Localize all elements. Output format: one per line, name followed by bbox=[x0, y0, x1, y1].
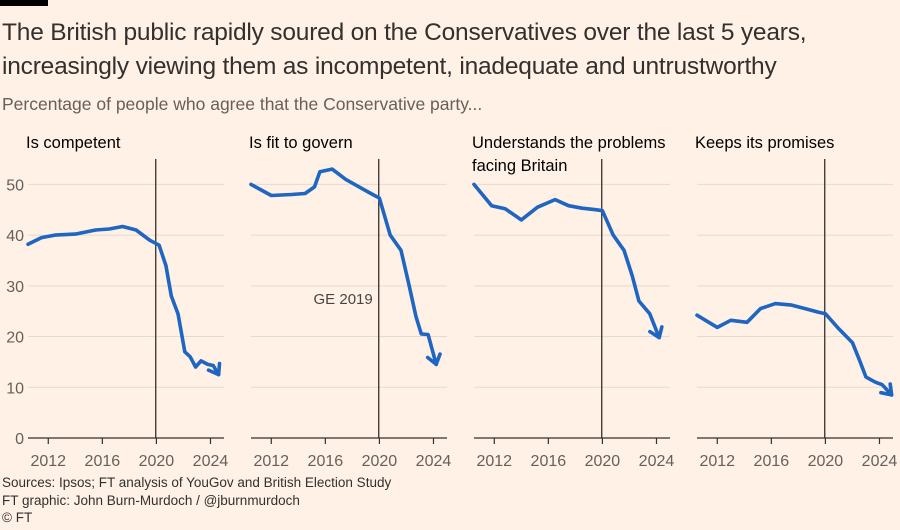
x-tick-label: 2024 bbox=[862, 453, 898, 470]
x-tick-label: 2020 bbox=[362, 453, 398, 470]
copyright-note: © FT bbox=[2, 510, 33, 525]
panel-title: Is competent bbox=[26, 134, 121, 152]
panel-title: Understands the problems bbox=[472, 134, 666, 152]
series-line bbox=[249, 167, 438, 367]
chart-title: The British public rapidly soured on the… bbox=[2, 16, 898, 84]
x-tick-label: 2012 bbox=[699, 453, 735, 470]
source-note: Sources: Ipsos; FT analysis of YouGov an… bbox=[2, 475, 392, 490]
y-tick-label: 40 bbox=[6, 228, 24, 245]
x-tick-label: 2012 bbox=[476, 453, 512, 470]
x-tick-label: 2016 bbox=[308, 453, 344, 470]
credit-note: FT graphic: John Burn-Murdoch / @jburnmu… bbox=[2, 492, 300, 508]
series-end-arrow bbox=[425, 352, 442, 367]
x-tick-label: 2016 bbox=[531, 453, 567, 470]
brand-bar bbox=[0, 0, 48, 6]
x-tick-label: 2012 bbox=[253, 453, 289, 470]
panel-title: Keeps its promises bbox=[695, 134, 834, 152]
chart-title-line-1: The British public rapidly soured on the… bbox=[2, 19, 807, 46]
y-tick-label: 10 bbox=[6, 380, 24, 397]
panel-title: Is fit to govern bbox=[249, 134, 353, 152]
series-end-arrow bbox=[206, 361, 222, 377]
panel-title: facing Britain bbox=[472, 157, 567, 175]
series-line bbox=[695, 301, 894, 397]
x-tick-label: 2024 bbox=[416, 453, 452, 470]
footer: Sources: Ipsos; FT analysis of YouGov an… bbox=[2, 474, 391, 527]
x-tick-label: 2024 bbox=[193, 453, 229, 470]
series-end-arrow bbox=[648, 325, 664, 340]
election-annotation: GE 2019 bbox=[314, 291, 373, 308]
x-tick-label: 2020 bbox=[585, 453, 621, 470]
y-tick-label: 0 bbox=[15, 431, 24, 448]
series-end-arrow bbox=[879, 382, 894, 397]
chart-subtitle: Percentage of people who agree that the … bbox=[2, 94, 483, 114]
x-tick-label: 2020 bbox=[808, 453, 844, 470]
y-tick-label: 20 bbox=[6, 330, 24, 347]
series-line bbox=[26, 224, 221, 377]
x-tick-label: 2020 bbox=[139, 453, 175, 470]
x-tick-label: 2016 bbox=[85, 453, 121, 470]
x-tick-label: 2012 bbox=[30, 453, 66, 470]
y-tick-label: 50 bbox=[6, 177, 24, 194]
x-tick-label: 2016 bbox=[754, 453, 790, 470]
chart-title-line-2: increasingly viewing them as incompetent… bbox=[2, 53, 777, 80]
x-tick-label: 2024 bbox=[639, 453, 675, 470]
y-tick-label: 30 bbox=[6, 279, 24, 296]
series-line bbox=[472, 182, 661, 340]
